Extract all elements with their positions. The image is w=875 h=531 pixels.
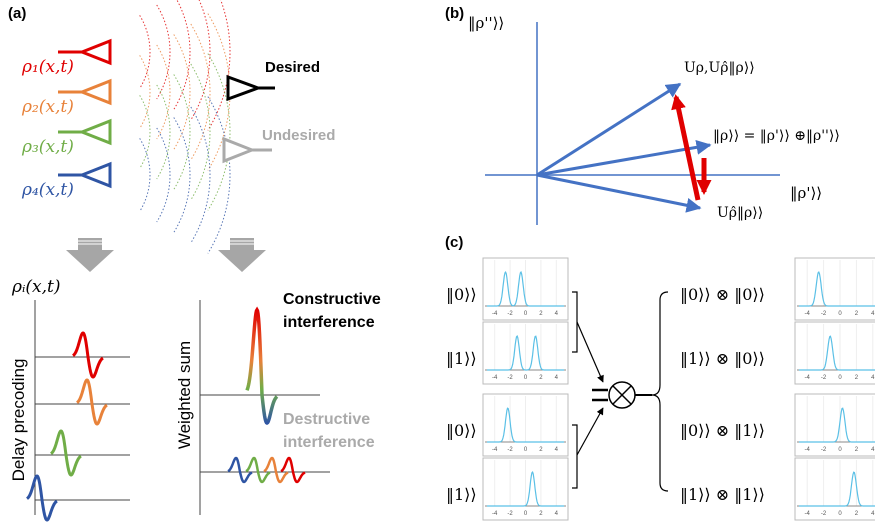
y-axis-label: ‖ρ''⟩⟩ <box>468 14 504 32</box>
panel-label: (c) <box>445 234 463 251</box>
output-ket: ‖0⟩⟩ ⊗ ‖0⟩⟩ <box>680 285 765 304</box>
pulse <box>27 476 57 520</box>
tick-label: 4 <box>871 511 875 517</box>
pulse <box>73 333 103 377</box>
bracket <box>572 425 577 488</box>
destructive-label: interference <box>283 434 375 451</box>
input-ket: ‖1⟩⟩ <box>446 485 477 504</box>
output-ket: ‖1⟩⟩ ⊗ ‖0⟩⟩ <box>680 349 765 368</box>
input-ket: ‖0⟩⟩ <box>446 285 477 304</box>
tick-label: -2 <box>821 375 827 381</box>
wave-arc <box>140 138 150 211</box>
figure: (a) (b) (c) ρ₁(x,t) ρ₂(x,t) ρ₃(x,t) ρ₄(x,t)… <box>0 0 875 531</box>
antenna <box>82 121 110 143</box>
tick-label: 4 <box>871 447 875 453</box>
panel-label: (a) <box>8 5 26 22</box>
tick-label: -4 <box>805 511 811 517</box>
tick-label: -2 <box>821 511 827 517</box>
signal-label: ρᵢ(x,t) <box>11 277 61 297</box>
source-label: ρ₁(x,t) <box>21 57 74 77</box>
bracket <box>572 292 577 352</box>
antenna <box>82 81 110 103</box>
down-arrow <box>218 238 266 272</box>
input-ket: ‖0⟩⟩ <box>446 421 477 440</box>
tick-label: -4 <box>805 375 811 381</box>
down-arrow <box>66 238 114 272</box>
wave-arc <box>157 5 170 99</box>
source-label: ρ₂(x,t) <box>21 97 74 117</box>
tick-label: -2 <box>821 311 827 317</box>
desired-label: Desired <box>265 59 320 76</box>
wave-arc <box>191 107 210 243</box>
antenna-desired <box>228 77 258 99</box>
tick-label: -4 <box>492 447 498 453</box>
constructive-label: interference <box>283 314 375 331</box>
tick-label: -4 <box>492 511 498 517</box>
wave-arc <box>174 118 190 233</box>
pulse <box>264 458 288 482</box>
antenna <box>82 164 110 186</box>
line <box>537 175 700 208</box>
tick-label: -2 <box>507 311 513 317</box>
wave-arc <box>191 0 210 120</box>
pulse <box>281 458 305 482</box>
pulse <box>51 431 81 475</box>
delay-label: Delay precoding <box>9 359 28 482</box>
upper-vector-label: Uρ,Uρ̂‖ρ⟩⟩ <box>684 60 755 76</box>
wave-arc <box>157 128 170 222</box>
tick-label: -2 <box>821 447 827 453</box>
wave-arc <box>208 0 230 130</box>
constructive-label: Constructive <box>283 291 381 308</box>
wave-arc <box>157 45 170 139</box>
line <box>577 322 603 382</box>
line <box>577 408 603 455</box>
wave-arc <box>208 97 230 254</box>
output-ket: ‖1⟩⟩ ⊗ ‖1⟩⟩ <box>680 485 765 504</box>
destructive-label: Destructive <box>283 411 370 428</box>
input-ket: ‖1⟩⟩ <box>446 349 477 368</box>
wave-arc <box>174 75 190 190</box>
source-label: ρ₄(x,t) <box>21 180 74 200</box>
tick-label: -2 <box>507 511 513 517</box>
antenna <box>82 41 110 63</box>
pulse <box>247 310 277 423</box>
drawing: ρ₁(x,t) ρ₂(x,t) ρ₃(x,t) ρ₄(x,t) Desired Undes… <box>9 0 875 520</box>
tick-label: -2 <box>507 375 513 381</box>
wave-arc <box>191 64 210 200</box>
sum-label: Weighted sum <box>175 341 194 449</box>
wave-arc <box>191 24 210 160</box>
tick-label: -4 <box>492 375 498 381</box>
wave-arc <box>174 35 190 150</box>
output-ket: ‖0⟩⟩ ⊗ ‖1⟩⟩ <box>680 421 765 440</box>
panel-label: (b) <box>445 5 464 22</box>
wave-arc <box>174 0 190 109</box>
tick-label: -2 <box>507 447 513 453</box>
undesired-label: Undesired <box>262 127 335 144</box>
antenna-undesired <box>224 139 252 161</box>
middle-vector-label: ‖ρ⟩⟩ = ‖ρ'⟩⟩ ⊕‖ρ''⟩⟩ <box>713 128 840 144</box>
tick-label: -4 <box>805 311 811 317</box>
wave-arc <box>140 15 150 88</box>
lower-vector-label: Uρ̂‖ρ⟩⟩ <box>717 205 763 221</box>
tick-label: 4 <box>871 311 875 317</box>
x-axis-label: ‖ρ'⟩⟩ <box>790 184 822 202</box>
bracket <box>652 292 668 491</box>
tick-label: -4 <box>492 311 498 317</box>
tick-label: 4 <box>871 375 875 381</box>
pulse <box>77 380 107 424</box>
tick-label: -4 <box>805 447 811 453</box>
source-label: ρ₃(x,t) <box>21 137 74 157</box>
